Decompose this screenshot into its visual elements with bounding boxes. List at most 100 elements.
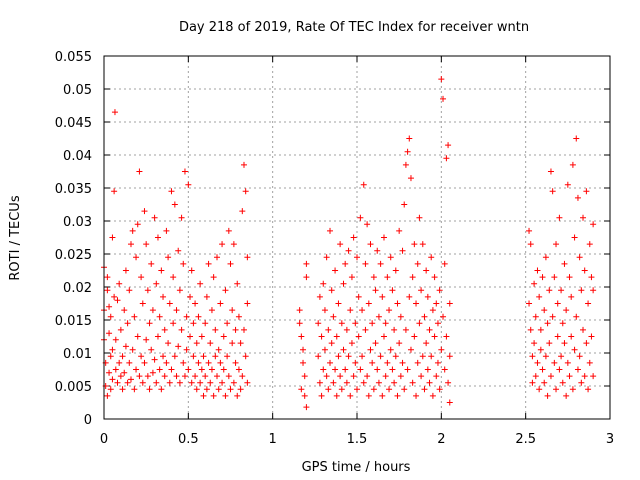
data-point (176, 379, 183, 386)
data-point (436, 386, 443, 393)
data-point (235, 366, 242, 373)
data-point (375, 379, 382, 386)
data-point (551, 274, 558, 281)
data-point (205, 359, 212, 366)
data-point (387, 346, 394, 353)
data-point (190, 353, 197, 360)
y-tick-label: 0.02 (63, 281, 92, 296)
data-point (338, 320, 345, 327)
x-tick-label: 0 (100, 432, 108, 447)
data-point (185, 181, 192, 188)
data-point (203, 293, 210, 300)
data-point (192, 373, 199, 380)
data-point (446, 353, 453, 360)
data-point (541, 379, 548, 386)
data-point (539, 366, 546, 373)
data-point (185, 366, 192, 373)
data-point (399, 247, 406, 254)
data-point (578, 287, 585, 294)
data-point (104, 392, 111, 399)
data-point (585, 300, 592, 307)
data-point (104, 287, 111, 294)
data-point (215, 346, 222, 353)
data-point (325, 326, 332, 333)
data-point (443, 155, 450, 162)
data-point (327, 359, 334, 366)
data-point (561, 340, 568, 347)
data-point (553, 241, 560, 248)
data-point (416, 214, 423, 221)
data-point (397, 313, 404, 320)
data-point (136, 168, 143, 175)
data-point (433, 300, 440, 307)
data-point (328, 340, 335, 347)
data-point (340, 346, 347, 353)
data-point (325, 386, 332, 393)
data-point (569, 386, 576, 393)
data-point (414, 260, 421, 267)
y-tick-label: 0 (84, 413, 92, 428)
chart-title: Day 218 of 2019, Rate Of TEC Index for r… (179, 20, 529, 35)
data-point (227, 260, 234, 267)
data-point (163, 359, 170, 366)
data-point (369, 320, 376, 327)
data-point (187, 333, 194, 340)
data-point (384, 359, 391, 366)
data-point (129, 227, 136, 234)
data-point (124, 379, 131, 386)
data-point (301, 373, 308, 380)
data-point (386, 386, 393, 393)
data-point (532, 373, 539, 380)
data-point (190, 320, 197, 327)
data-point (379, 392, 386, 399)
data-point (300, 346, 307, 353)
data-point (580, 326, 587, 333)
data-point (183, 313, 190, 320)
data-point (224, 320, 231, 327)
data-point (183, 346, 190, 353)
data-point (429, 392, 436, 399)
data-point (350, 234, 357, 241)
data-point (345, 353, 352, 360)
data-point (377, 353, 384, 360)
data-point (212, 326, 219, 333)
data-point (244, 300, 251, 307)
data-point (546, 340, 553, 347)
data-point (413, 392, 420, 399)
data-point (559, 379, 566, 386)
data-point (106, 369, 113, 376)
data-point (428, 353, 435, 360)
data-point (347, 392, 354, 399)
data-point (230, 379, 237, 386)
data-point (392, 353, 399, 360)
data-point (296, 307, 303, 314)
data-point (104, 274, 111, 281)
data-point (419, 241, 426, 248)
data-point (386, 307, 393, 314)
data-point (391, 379, 398, 386)
data-point (360, 379, 367, 386)
data-point (111, 109, 118, 116)
data-point (187, 293, 194, 300)
y-tick-labels: 0 0.005 0.01 0.015 0.02 0.025 0.03 0.035 0.04 0.0… (55, 50, 92, 428)
data-point (173, 307, 180, 314)
data-point (542, 353, 549, 360)
data-points (101, 76, 597, 411)
data-point (541, 307, 548, 314)
data-point (352, 359, 359, 366)
y-tick-label: 0.015 (55, 314, 92, 329)
data-point (242, 353, 249, 360)
data-point (588, 333, 595, 340)
data-point (382, 320, 389, 327)
data-point (574, 366, 581, 373)
data-point (566, 373, 573, 380)
data-point (156, 366, 163, 373)
data-point (224, 353, 231, 360)
data-point (389, 287, 396, 294)
data-point (235, 313, 242, 320)
data-point (156, 313, 163, 320)
data-point (210, 392, 217, 399)
data-point (411, 241, 418, 248)
data-point (114, 297, 121, 304)
data-point (544, 392, 551, 399)
